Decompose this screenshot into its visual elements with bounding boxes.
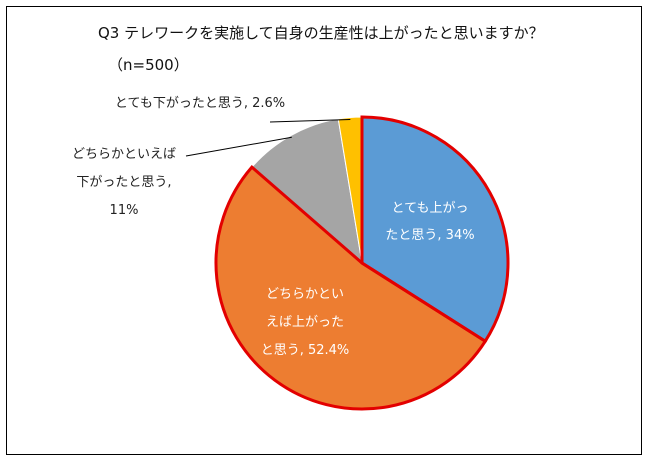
data-label-line: えば上がった xyxy=(266,315,344,330)
chart-subtitle: （n=500） xyxy=(108,56,189,74)
data-label-line: 11% xyxy=(110,203,139,218)
data-label-2: どちらかといえば上がったと思う, 52.4% xyxy=(261,287,350,358)
data-label-line: たと思う, 34% xyxy=(385,228,474,243)
data-labels: とても上がったと思う, 34%どちらかといえば上がったと思う, 52.4%どちら… xyxy=(72,96,475,358)
leader-line-3 xyxy=(185,136,292,157)
data-label-line: どちらかといえば xyxy=(72,147,176,162)
data-label-4: とても下がったと思う, 2.6% xyxy=(115,96,285,111)
leader-line-4 xyxy=(269,119,351,123)
chart-title: Q3 テレワークを実施して自身の生産性は上がったと思いますか？ xyxy=(98,24,544,42)
highlight-borders xyxy=(214,115,510,411)
data-label-line: とても上がっ xyxy=(392,201,469,216)
data-label-line: 下がったと思う, xyxy=(76,175,171,190)
data-label-line: とても下がったと思う, 2.6% xyxy=(115,96,285,111)
data-label-3: どちらかといえば下がったと思う, 11% xyxy=(72,147,176,218)
data-label-1: とても上がったと思う, 34% xyxy=(385,201,474,243)
data-label-line: と思う, 52.4% xyxy=(261,343,350,358)
leader-lines xyxy=(185,119,351,157)
slice-highlight-1 xyxy=(360,115,510,344)
slice-highlight-2 xyxy=(214,165,488,411)
data-label-line: どちらかとい xyxy=(266,287,344,302)
